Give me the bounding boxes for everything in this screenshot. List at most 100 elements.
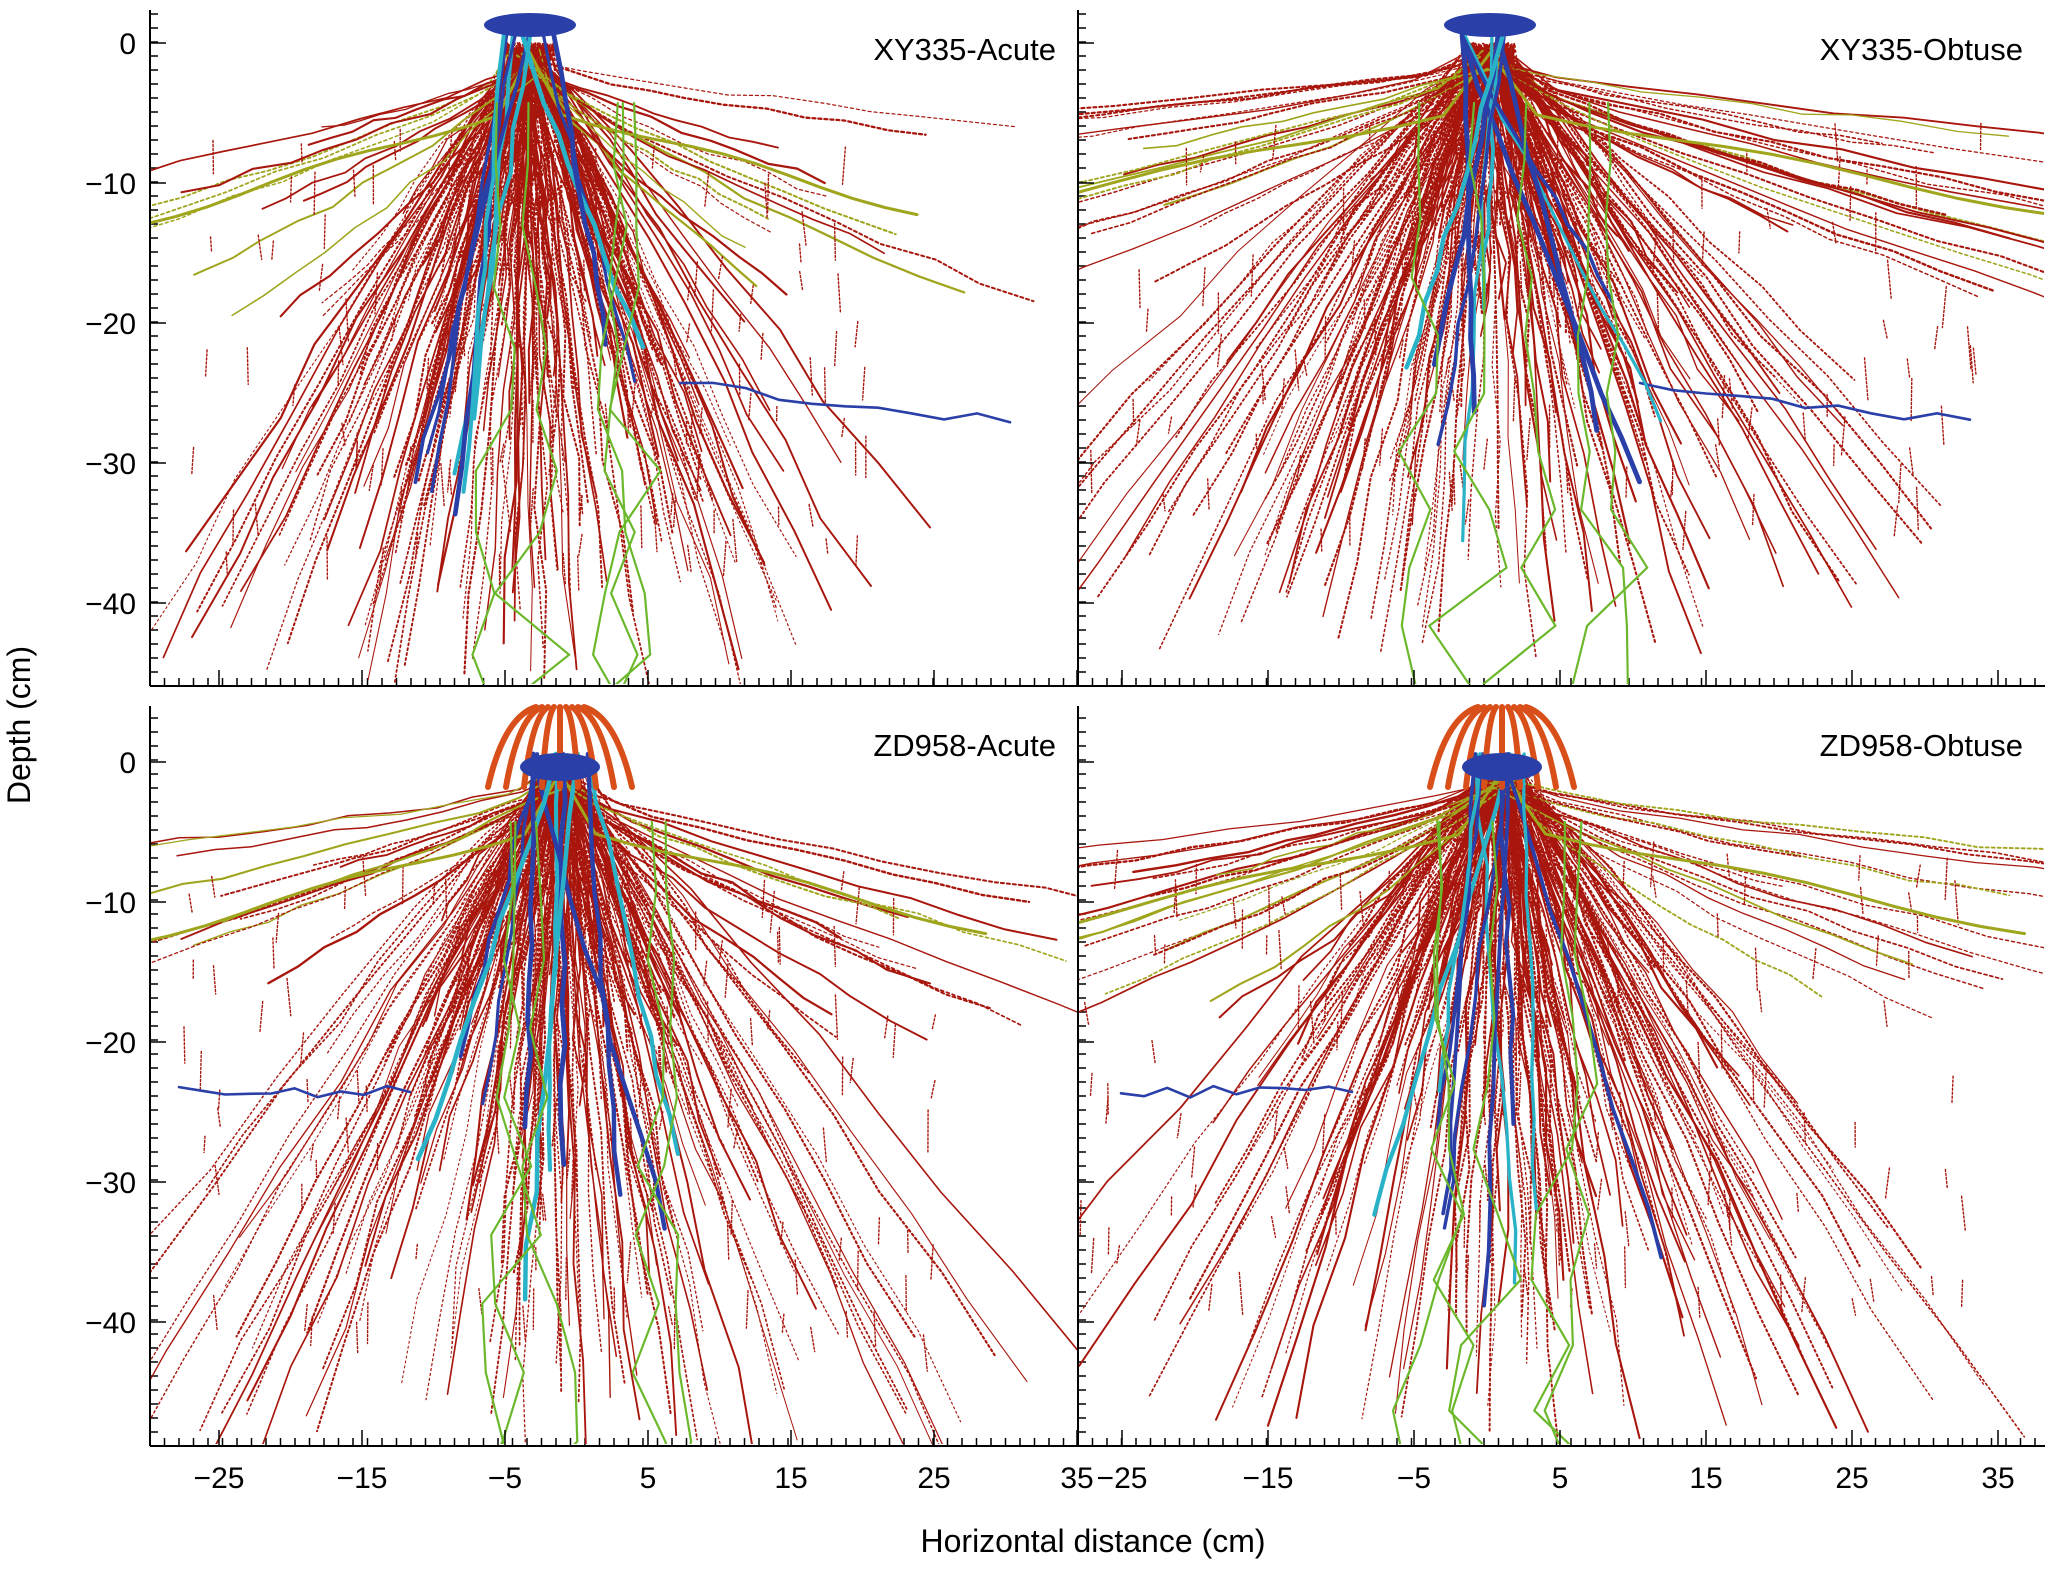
hanging-lateral [271,240,275,262]
spreading-root [1104,775,1521,995]
hanging-lateral [1273,1110,1278,1142]
hanging-lateral [374,272,379,315]
hanging-lateral [745,1290,749,1329]
hanging-lateral [798,243,802,265]
hanging-lateral [1523,1264,1529,1296]
x-tick-label: 25 [917,1462,950,1495]
hanging-lateral [300,143,303,163]
hanging-lateral [687,281,691,301]
lateral-root [523,50,777,601]
spreading-root [1474,57,1789,233]
spreading-root [1079,49,1473,135]
hanging-lateral [1399,238,1404,277]
x-tick-label: 35 [1060,1462,1093,1495]
primary-root [1442,752,1508,1230]
hanging-lateral [401,865,404,905]
hanging-lateral [833,925,837,968]
lateral-root [1494,765,1594,1316]
hanging-lateral [1574,865,1577,902]
y-tick-label: −40 [85,1307,136,1340]
hanging-lateral [1941,285,1947,329]
primary-root [1500,752,1664,1260]
lateral-root [1512,769,1751,1107]
hanging-lateral [217,1107,221,1127]
hanging-lateral [529,352,534,398]
y-axis-label: Depth (cm) [1,646,37,804]
x-axis-label: Horizontal distance (cm) [921,1523,1266,1559]
lateral-root [151,762,559,1361]
hanging-lateral [1593,1243,1598,1269]
hanging-lateral [1747,407,1753,440]
hanging-lateral [332,1202,336,1235]
crown-root [503,704,545,790]
lateral-root [570,772,840,1337]
lateral-root [1188,45,1503,600]
hanging-lateral [659,1045,663,1080]
lateral-root [1437,53,1503,633]
hanging-lateral [1063,1241,1064,1275]
lateral-root [1521,767,1708,1222]
lateral-root [513,54,553,622]
hanging-lateral [365,1085,368,1113]
x-tick-label: −25 [194,1462,245,1495]
spreading-root [307,51,527,146]
spreading-root [528,60,886,255]
spreading-root [1497,46,2044,202]
hanging-lateral [1466,1254,1470,1292]
hanging-lateral [1483,438,1488,471]
x-tick-label: −5 [488,1462,522,1495]
hanging-lateral [538,1181,545,1221]
hanging-lateral [1024,261,1026,300]
hanging-lateral [625,230,630,262]
lateral-root [528,51,566,463]
deep-root [1448,820,1522,1444]
root-system [1063,704,2044,1444]
lateral-root [1502,764,1861,1268]
panel-title: ZD958-Acute [873,728,1056,763]
lateral-root [518,770,564,1347]
hanging-lateral [1145,308,1149,333]
hanging-lateral [638,1068,643,1110]
seminal-root [461,32,506,494]
spreading-root [1079,59,1478,110]
spreading-root [151,776,564,964]
lateral-root [543,764,806,1209]
hanging-lateral [378,547,384,587]
lateral-root [514,51,560,377]
lateral-root [1410,763,1492,1042]
hanging-lateral [1884,1167,1891,1200]
y-tick-label: −20 [85,1027,136,1060]
hanging-lateral [640,505,643,549]
lateral-root [1497,765,1800,1396]
lateral-root [518,42,541,269]
hanging-lateral [1893,505,1899,538]
hanging-lateral [1697,1041,1701,1080]
lateral-root [459,46,547,589]
lateral-root [1471,46,1711,540]
lateral-root [1501,50,1759,413]
hanging-lateral [478,1288,483,1315]
lateral-root [489,772,555,1344]
hanging-lateral [1283,1146,1289,1169]
hanging-lateral [810,1326,816,1353]
hanging-lateral [552,217,556,243]
hanging-lateral [1023,512,1025,543]
lateral-root [1509,764,1727,1426]
hanging-lateral [1512,378,1516,422]
hanging-lateral [232,509,235,544]
hanging-lateral [1915,864,1921,888]
hanging-lateral [629,1118,633,1159]
spreading-root [151,53,546,219]
hanging-lateral [1309,1000,1315,1044]
root-system [151,704,1077,1444]
hanging-lateral [1361,438,1366,470]
hanging-lateral [1908,447,1914,477]
hanging-lateral [1340,992,1344,1024]
hanging-lateral [1944,857,1948,901]
major-lateral-root [1079,51,1492,194]
y-tick-label: −30 [85,448,136,481]
hanging-lateral [930,1079,936,1099]
hanging-lateral [1574,210,1578,228]
x-tick-label: 25 [1835,1462,1868,1495]
hanging-lateral [368,464,374,491]
